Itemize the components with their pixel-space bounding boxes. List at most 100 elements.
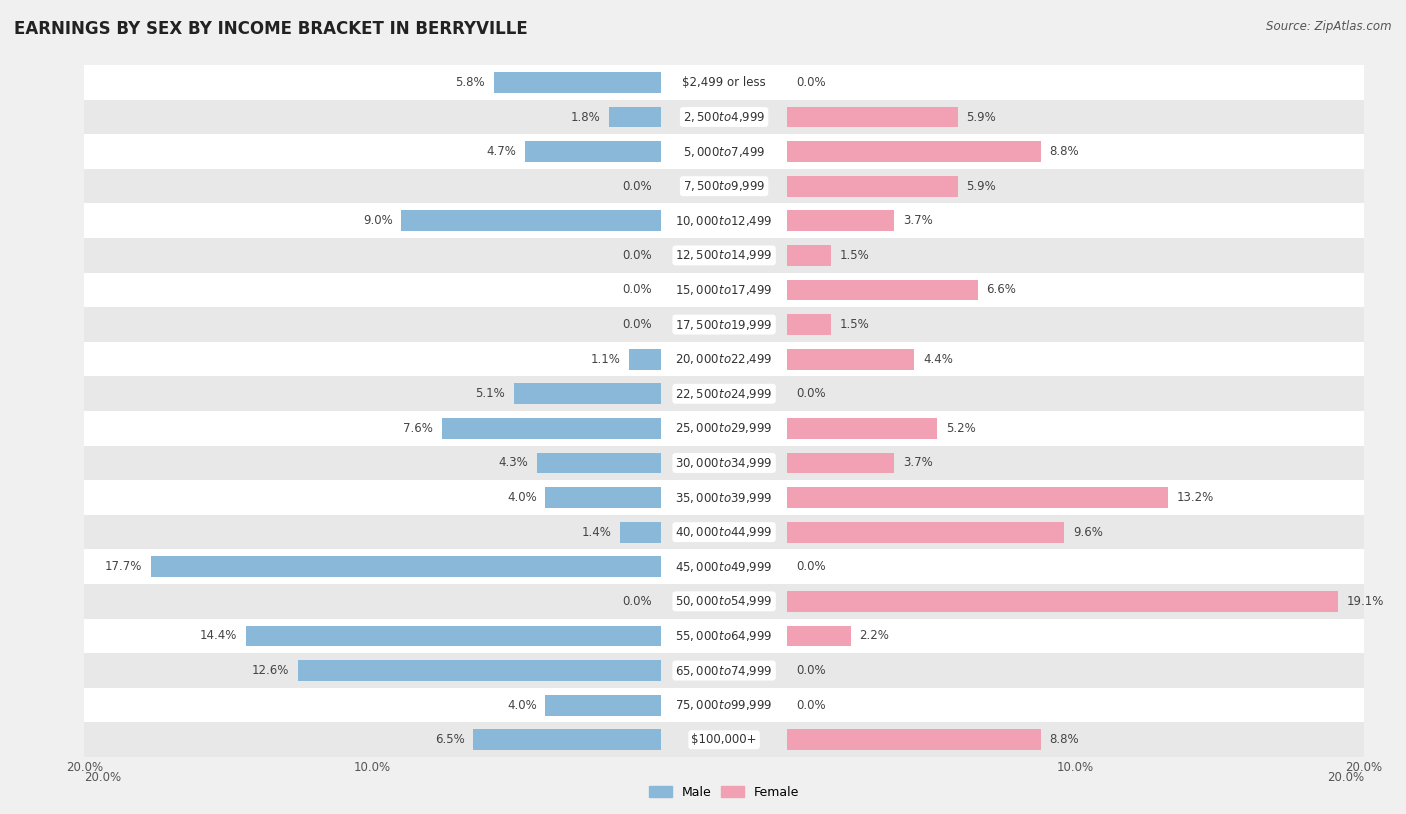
Text: 13.2%: 13.2% [1177, 491, 1213, 504]
Text: 6.6%: 6.6% [987, 283, 1017, 296]
Text: 5.9%: 5.9% [966, 180, 995, 193]
Bar [787, 211, 894, 231]
Text: 0.0%: 0.0% [623, 249, 652, 262]
Bar [787, 591, 1339, 612]
Bar [661, 342, 787, 376]
Bar [787, 280, 977, 300]
Bar [84, 480, 661, 515]
Bar [84, 65, 661, 99]
Bar [661, 376, 787, 411]
Bar [661, 688, 787, 723]
Text: 0.0%: 0.0% [796, 560, 825, 573]
Bar [787, 245, 831, 265]
Text: 0.0%: 0.0% [623, 595, 652, 608]
Bar [84, 549, 661, 584]
Bar [787, 653, 1364, 688]
Bar [661, 99, 787, 134]
Text: 5.8%: 5.8% [456, 76, 485, 89]
Text: 4.0%: 4.0% [508, 491, 537, 504]
Bar [787, 176, 957, 197]
Bar [494, 72, 661, 93]
Bar [787, 134, 1364, 169]
Bar [787, 273, 1364, 307]
Text: 2.2%: 2.2% [859, 629, 890, 642]
Bar [84, 307, 661, 342]
Bar [787, 314, 831, 335]
Text: $2,500 to $4,999: $2,500 to $4,999 [683, 110, 765, 124]
Bar [84, 169, 661, 204]
Text: 5.9%: 5.9% [966, 111, 995, 124]
Text: 7.6%: 7.6% [404, 422, 433, 435]
Text: 0.0%: 0.0% [623, 283, 652, 296]
Bar [787, 688, 1364, 723]
Bar [787, 549, 1364, 584]
Bar [84, 411, 661, 446]
Text: $65,000 to $74,999: $65,000 to $74,999 [675, 663, 773, 677]
Bar [628, 348, 661, 370]
Bar [661, 584, 787, 619]
Bar [661, 446, 787, 480]
Bar [84, 273, 661, 307]
Text: 1.1%: 1.1% [591, 352, 620, 365]
Bar [787, 376, 1364, 411]
Bar [609, 107, 661, 127]
Bar [84, 342, 661, 376]
Bar [787, 723, 1364, 757]
Bar [661, 480, 787, 515]
Bar [513, 383, 661, 405]
Bar [401, 211, 661, 231]
Text: 17.7%: 17.7% [104, 560, 142, 573]
Bar [787, 522, 1064, 543]
Text: $20,000 to $22,499: $20,000 to $22,499 [675, 352, 773, 366]
Text: $10,000 to $12,499: $10,000 to $12,499 [675, 214, 773, 228]
Text: $35,000 to $39,999: $35,000 to $39,999 [675, 491, 773, 505]
Text: $45,000 to $49,999: $45,000 to $49,999 [675, 560, 773, 574]
Text: 3.7%: 3.7% [903, 214, 932, 227]
Text: 20.0%: 20.0% [84, 771, 121, 784]
Bar [661, 65, 787, 99]
Bar [661, 514, 787, 549]
Bar [787, 626, 851, 646]
Text: 0.0%: 0.0% [796, 387, 825, 400]
Text: 0.0%: 0.0% [796, 76, 825, 89]
Bar [787, 446, 1364, 480]
Text: $5,000 to $7,499: $5,000 to $7,499 [683, 145, 765, 159]
Text: 5.1%: 5.1% [475, 387, 505, 400]
Bar [620, 522, 661, 543]
Text: 1.5%: 1.5% [839, 249, 869, 262]
Text: 20.0%: 20.0% [1327, 771, 1364, 784]
Bar [787, 238, 1364, 273]
Text: 8.8%: 8.8% [1050, 733, 1080, 746]
Bar [787, 204, 1364, 238]
Bar [84, 619, 661, 653]
Text: 3.7%: 3.7% [903, 457, 932, 470]
Bar [84, 99, 661, 134]
Bar [787, 99, 1364, 134]
Bar [84, 238, 661, 273]
Text: $7,500 to $9,999: $7,500 to $9,999 [683, 179, 765, 193]
Text: 9.6%: 9.6% [1073, 526, 1102, 539]
Text: 9.0%: 9.0% [363, 214, 392, 227]
Text: $22,500 to $24,999: $22,500 to $24,999 [675, 387, 773, 400]
Bar [84, 688, 661, 723]
Bar [787, 487, 1168, 508]
Bar [298, 660, 661, 681]
Text: $2,499 or less: $2,499 or less [682, 76, 766, 89]
Bar [84, 584, 661, 619]
Text: $12,500 to $14,999: $12,500 to $14,999 [675, 248, 773, 262]
Legend: Male, Female: Male, Female [644, 781, 804, 803]
Text: 5.2%: 5.2% [946, 422, 976, 435]
Text: $15,000 to $17,499: $15,000 to $17,499 [675, 283, 773, 297]
Bar [787, 584, 1364, 619]
Text: 4.3%: 4.3% [498, 457, 529, 470]
Text: $25,000 to $29,999: $25,000 to $29,999 [675, 422, 773, 435]
Bar [787, 729, 1040, 751]
Bar [661, 411, 787, 446]
Bar [661, 653, 787, 688]
Text: Source: ZipAtlas.com: Source: ZipAtlas.com [1267, 20, 1392, 33]
Bar [787, 107, 957, 127]
Bar [546, 695, 661, 716]
Bar [84, 134, 661, 169]
Text: 8.8%: 8.8% [1050, 145, 1080, 158]
Bar [787, 307, 1364, 342]
